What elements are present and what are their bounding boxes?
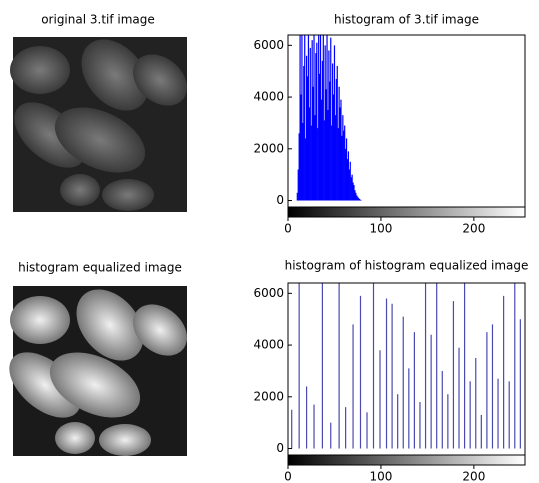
x-tick-label: 200 bbox=[462, 470, 485, 483]
histogram-panel: histogram of 3.tif image 0 2000 4000 6000 0 10… bbox=[253, 7, 525, 236]
x-tick-label: 100 bbox=[369, 470, 392, 483]
image-title: original 3.tif image bbox=[41, 13, 155, 27]
y-tick-label: 4000 bbox=[253, 90, 284, 104]
y-tick-label: 0 bbox=[276, 193, 284, 207]
equalized-image bbox=[0, 276, 197, 456]
x-tick-label: 200 bbox=[462, 222, 485, 236]
chart-title: histogram of histogram equalized image bbox=[285, 259, 529, 273]
image-title: histogram equalized image bbox=[18, 261, 182, 275]
original-image bbox=[2, 26, 197, 212]
y-tick-label: 2000 bbox=[253, 389, 284, 403]
y-tick-label: 4000 bbox=[253, 338, 284, 352]
plot-area bbox=[288, 283, 525, 455]
chart-title: histogram of 3.tif image bbox=[334, 13, 479, 27]
histogram-panel: histogram of histogram equalized image 0 2… bbox=[253, 259, 528, 483]
y-tick-label: 6000 bbox=[253, 38, 284, 52]
page: {"images": [{"title": "original 3.tif im… bbox=[0, 0, 539, 483]
x-tick-label: 100 bbox=[369, 222, 392, 236]
y-tick-label: 0 bbox=[276, 441, 284, 455]
figure: original 3.tif image histogram equalized… bbox=[0, 0, 539, 483]
gray-colorbar bbox=[288, 207, 525, 217]
y-tick-label: 6000 bbox=[253, 286, 284, 300]
gray-colorbar bbox=[288, 455, 525, 465]
x-tick-label: 0 bbox=[284, 470, 292, 483]
x-tick-label: 0 bbox=[284, 222, 292, 236]
y-tick-label: 2000 bbox=[253, 141, 284, 155]
